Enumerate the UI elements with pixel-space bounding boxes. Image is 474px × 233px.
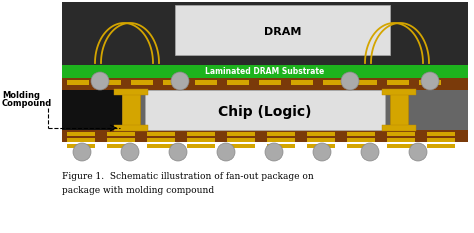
FancyBboxPatch shape [62, 78, 122, 142]
FancyBboxPatch shape [145, 90, 385, 130]
FancyBboxPatch shape [227, 138, 255, 142]
FancyBboxPatch shape [147, 132, 175, 136]
FancyBboxPatch shape [323, 80, 345, 85]
FancyBboxPatch shape [347, 144, 375, 148]
FancyBboxPatch shape [355, 80, 377, 85]
FancyBboxPatch shape [390, 90, 408, 130]
FancyBboxPatch shape [387, 132, 415, 136]
FancyBboxPatch shape [307, 138, 335, 142]
Circle shape [341, 72, 359, 90]
FancyBboxPatch shape [427, 132, 455, 136]
Text: Compound: Compound [2, 99, 52, 109]
FancyBboxPatch shape [67, 80, 89, 85]
FancyBboxPatch shape [227, 80, 249, 85]
FancyBboxPatch shape [62, 2, 468, 65]
FancyBboxPatch shape [382, 125, 416, 131]
FancyBboxPatch shape [114, 89, 148, 95]
FancyBboxPatch shape [187, 144, 215, 148]
FancyBboxPatch shape [259, 80, 281, 85]
FancyBboxPatch shape [62, 78, 468, 90]
FancyBboxPatch shape [62, 65, 468, 78]
FancyBboxPatch shape [387, 80, 409, 85]
Text: Molding: Molding [2, 90, 40, 99]
Circle shape [171, 72, 189, 90]
FancyBboxPatch shape [307, 132, 335, 136]
FancyBboxPatch shape [427, 138, 455, 142]
FancyBboxPatch shape [187, 138, 215, 142]
FancyBboxPatch shape [227, 132, 255, 136]
FancyBboxPatch shape [62, 130, 468, 142]
Text: Figure 1.  Schematic illustration of fan-out package on: Figure 1. Schematic illustration of fan-… [62, 172, 314, 181]
FancyBboxPatch shape [427, 144, 455, 148]
Circle shape [409, 143, 427, 161]
FancyBboxPatch shape [387, 144, 415, 148]
FancyBboxPatch shape [147, 138, 175, 142]
FancyBboxPatch shape [107, 132, 135, 136]
FancyBboxPatch shape [347, 132, 375, 136]
Circle shape [421, 72, 439, 90]
FancyBboxPatch shape [382, 89, 416, 95]
FancyBboxPatch shape [107, 138, 135, 142]
FancyBboxPatch shape [99, 80, 121, 85]
Circle shape [217, 143, 235, 161]
Circle shape [73, 143, 91, 161]
Circle shape [265, 143, 283, 161]
Circle shape [121, 143, 139, 161]
Text: Chip (Logic): Chip (Logic) [218, 105, 312, 119]
FancyBboxPatch shape [347, 138, 375, 142]
FancyBboxPatch shape [147, 144, 175, 148]
FancyBboxPatch shape [267, 132, 295, 136]
FancyBboxPatch shape [187, 132, 215, 136]
FancyBboxPatch shape [107, 144, 135, 148]
FancyBboxPatch shape [163, 80, 185, 85]
FancyBboxPatch shape [67, 144, 95, 148]
FancyBboxPatch shape [114, 125, 148, 131]
FancyBboxPatch shape [122, 90, 140, 130]
FancyBboxPatch shape [267, 144, 295, 148]
FancyBboxPatch shape [419, 80, 441, 85]
FancyBboxPatch shape [131, 80, 153, 85]
Circle shape [313, 143, 331, 161]
FancyBboxPatch shape [227, 144, 255, 148]
FancyBboxPatch shape [175, 5, 390, 55]
FancyBboxPatch shape [267, 138, 295, 142]
FancyBboxPatch shape [67, 138, 95, 142]
Text: Laminated DRAM Substrate: Laminated DRAM Substrate [205, 68, 325, 76]
FancyBboxPatch shape [387, 138, 415, 142]
FancyBboxPatch shape [195, 80, 217, 85]
Circle shape [91, 72, 109, 90]
FancyBboxPatch shape [291, 80, 313, 85]
Circle shape [169, 143, 187, 161]
Text: DRAM: DRAM [264, 27, 301, 37]
FancyBboxPatch shape [307, 144, 335, 148]
FancyBboxPatch shape [62, 78, 468, 142]
Circle shape [361, 143, 379, 161]
Text: package with molding compound: package with molding compound [62, 186, 214, 195]
FancyBboxPatch shape [67, 132, 95, 136]
